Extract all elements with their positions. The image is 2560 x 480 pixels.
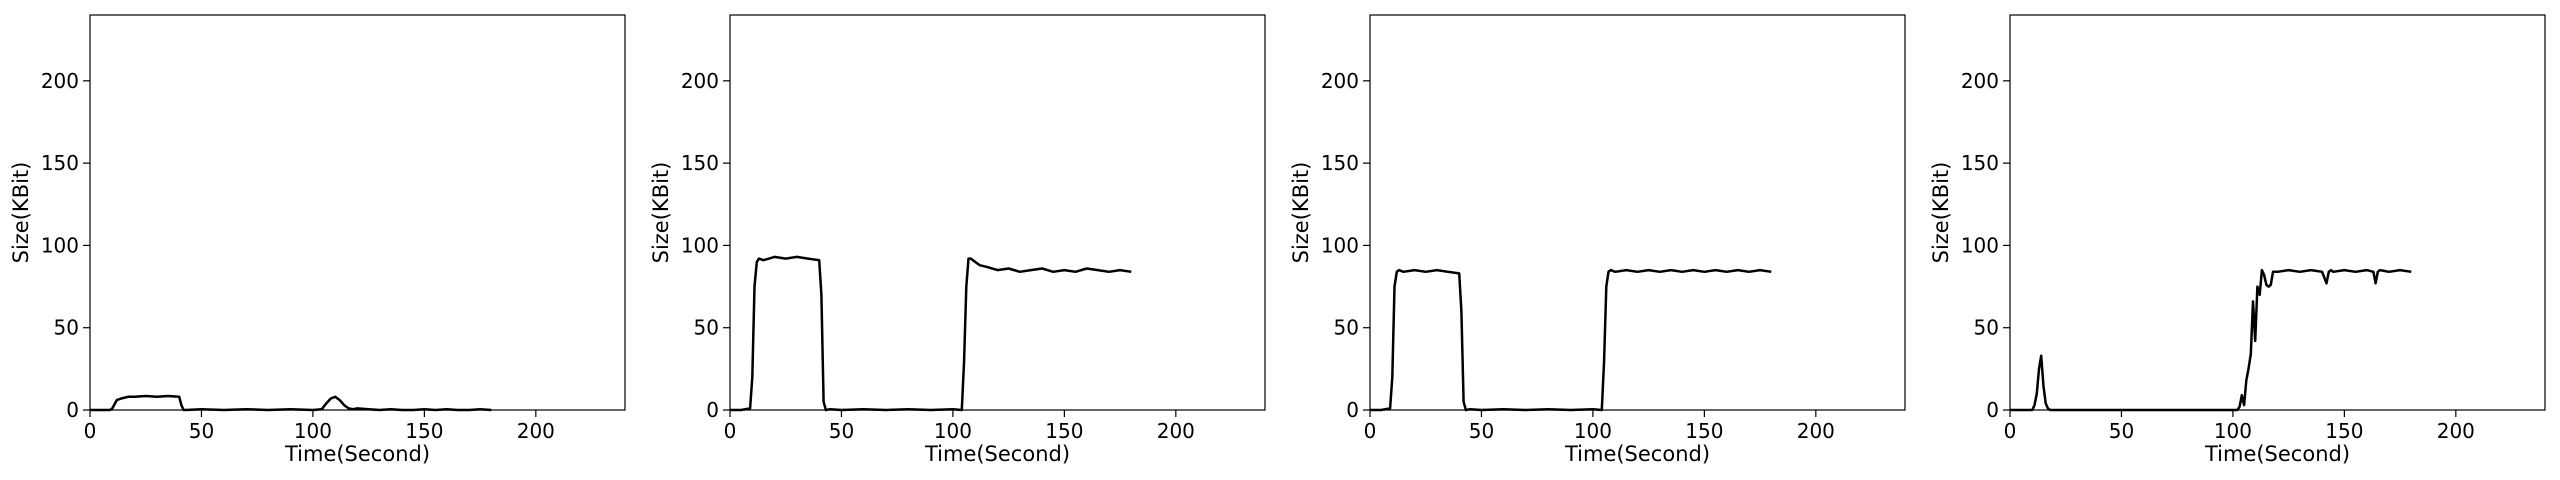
y-tick-label: 150 (1321, 151, 1359, 175)
x-tick-label: 100 (294, 419, 332, 443)
y-tick-label: 150 (41, 151, 79, 175)
y-tick-label: 100 (1961, 233, 1999, 257)
x-tick-label: 50 (2109, 419, 2134, 443)
y-tick-label: 150 (681, 151, 719, 175)
y-tick-label: 0 (66, 398, 79, 422)
y-tick-label: 100 (41, 233, 79, 257)
plot-frame (2009, 14, 2546, 411)
x-tick-label: 50 (1469, 419, 1494, 443)
y-tick-label: 50 (1974, 316, 1999, 340)
x-tick-label: 0 (84, 419, 97, 443)
y-tick-label: 50 (694, 316, 719, 340)
series-line (90, 394, 492, 412)
x-axis-label: Time(Second) (2204, 442, 2350, 466)
series-line (2010, 268, 2412, 412)
x-tick-label: 150 (405, 419, 443, 443)
x-tick-label: 0 (2004, 419, 2017, 443)
y-tick-label: 100 (681, 233, 719, 257)
x-axis-label: Time(Second) (284, 442, 430, 466)
chart-panel-1: 0 50 100 150 200 0 50 100 150 200 Time(Second) Size… (9, 14, 626, 466)
y-axis-label: Size(KBit) (649, 162, 673, 264)
x-tick-label: 0 (1364, 419, 1377, 443)
chart-panel-2: 0 50 100 150 200 0 50 100 150 200 Time(Second) Size… (649, 14, 1266, 466)
series-line (1370, 268, 1772, 412)
y-tick-label: 0 (1986, 398, 1999, 422)
x-tick-label: 150 (1045, 419, 1083, 443)
y-axis-label: Size(KBit) (9, 162, 33, 264)
y-tick-label: 0 (1346, 398, 1359, 422)
plot-frame (729, 14, 1266, 411)
y-axis-label: Size(KBit) (1289, 162, 1313, 264)
x-tick-label: 200 (1157, 419, 1195, 443)
y-tick-label: 200 (1961, 69, 1999, 93)
y-tick-label: 50 (1334, 316, 1359, 340)
chart-panel-4: 0 50 100 150 200 0 50 100 150 200 Time(Second) Size… (1929, 14, 2546, 466)
y-tick-label: 0 (706, 398, 719, 422)
y-tick-label: 200 (1321, 69, 1359, 93)
y-tick-label: 200 (41, 69, 79, 93)
x-tick-label: 100 (934, 419, 972, 443)
x-tick-label: 50 (189, 419, 214, 443)
x-tick-label: 50 (829, 419, 854, 443)
x-tick-label: 100 (1574, 419, 1612, 443)
y-axis-label: Size(KBit) (1929, 162, 1953, 264)
chart-panel-3: 0 50 100 150 200 0 50 100 150 200 Time(Second) Size… (1289, 14, 1906, 466)
x-tick-label: 0 (724, 419, 737, 443)
x-tick-label: 200 (517, 419, 555, 443)
plot-frame (89, 14, 626, 411)
y-tick-label: 150 (1961, 151, 1999, 175)
y-tick-label: 50 (54, 316, 79, 340)
series-line (730, 255, 1132, 412)
y-tick-label: 200 (681, 69, 719, 93)
x-axis-label: Time(Second) (924, 442, 1070, 466)
x-tick-label: 100 (2214, 419, 2252, 443)
plot-frame (1369, 14, 1906, 411)
x-tick-label: 200 (2437, 419, 2475, 443)
x-axis-label: Time(Second) (1564, 442, 1710, 466)
x-tick-label: 150 (1685, 419, 1723, 443)
y-tick-label: 100 (1321, 233, 1359, 257)
x-tick-label: 200 (1797, 419, 1835, 443)
x-tick-label: 150 (2325, 419, 2363, 443)
